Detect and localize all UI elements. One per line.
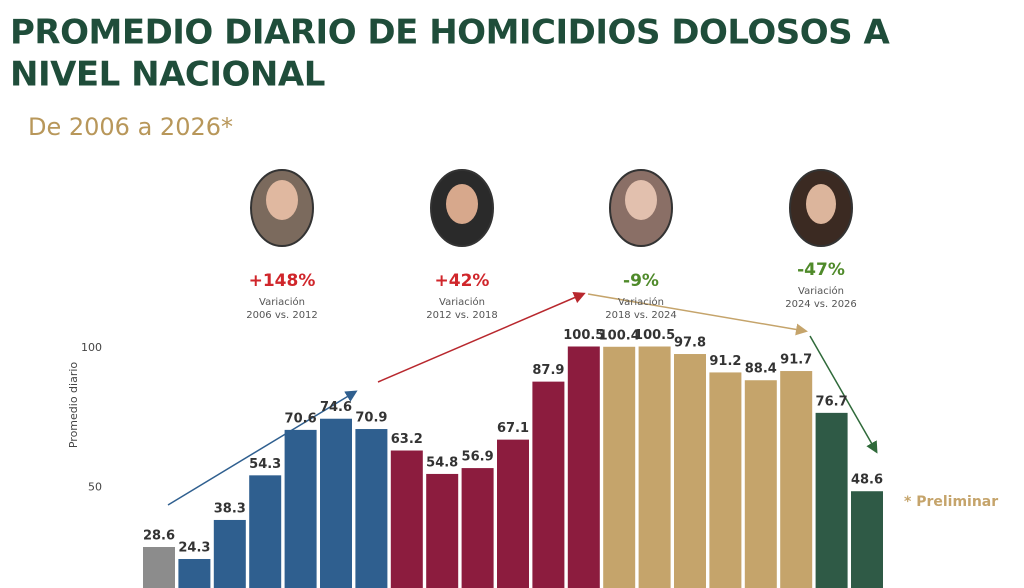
- bar: [461, 468, 494, 588]
- bar: [213, 519, 246, 588]
- value-label: 100.5: [563, 328, 604, 343]
- value-label: 91.7: [780, 353, 812, 368]
- bar: [567, 346, 600, 588]
- note: * Preliminar: [904, 494, 998, 510]
- portrait-face: [625, 180, 657, 220]
- chart-title: PROMEDIO DIARIO DE HOMICIDIOS DOLOSOS A: [10, 13, 890, 53]
- value-label: 87.9: [532, 363, 564, 378]
- value-label: 70.9: [355, 411, 387, 426]
- chart-subtitle: De 2006 a 2026*: [28, 113, 233, 141]
- bar: [674, 354, 706, 588]
- bar: [780, 371, 813, 588]
- arrow: [377, 292, 586, 383]
- arrow: [167, 390, 358, 506]
- variation-value: -9%: [623, 271, 659, 291]
- arrow: [587, 293, 808, 336]
- variation-period: 2012 vs. 2018: [426, 310, 498, 321]
- value-label: 70.6: [285, 411, 317, 426]
- bar: [851, 491, 883, 588]
- portraits: [250, 169, 853, 247]
- variation-period: 2018 vs. 2024: [605, 310, 677, 321]
- bar: [284, 429, 317, 588]
- value-label: 74.6: [320, 400, 352, 415]
- bar: [143, 547, 175, 588]
- bar: [815, 412, 848, 588]
- value-label: 91.2: [709, 354, 741, 369]
- arrow: [809, 335, 878, 454]
- value-label: 24.3: [178, 540, 210, 555]
- trend-arrows: [167, 292, 878, 506]
- variation-label: Variación: [798, 285, 844, 297]
- variation-label: Variación: [618, 296, 664, 308]
- variation-period: 2006 vs. 2012: [246, 310, 318, 321]
- bar: [426, 473, 459, 588]
- y-tick-label: 100: [81, 341, 102, 354]
- bar: [744, 380, 777, 588]
- portrait-face: [446, 184, 478, 224]
- variation-label: Variación: [259, 296, 305, 308]
- value-label: 63.2: [391, 432, 423, 447]
- value-label: 56.9: [462, 450, 494, 465]
- variation-value: +42%: [435, 271, 490, 291]
- bar: [709, 372, 742, 588]
- variation-period: 2024 vs. 2026: [785, 299, 857, 310]
- y-tick-label: 50: [88, 480, 102, 493]
- bar: [532, 381, 565, 588]
- variation-label: Variación: [439, 296, 485, 308]
- value-label: 48.6: [851, 473, 883, 488]
- portrait-face: [806, 184, 836, 224]
- bar: [320, 418, 352, 588]
- bar: [638, 346, 671, 588]
- bar: [355, 429, 388, 588]
- portrait-face: [266, 180, 298, 220]
- value-label: 97.8: [674, 336, 706, 351]
- chart-title: NIVEL NACIONAL: [10, 55, 325, 95]
- y-axis-label: Promedio diario: [67, 362, 80, 449]
- value-label: 88.4: [745, 362, 777, 377]
- variation-value: -47%: [797, 260, 845, 280]
- bar: [497, 439, 529, 588]
- value-label: 28.6: [143, 529, 175, 544]
- value-label: 100.5: [634, 328, 675, 343]
- value-label: 76.7: [816, 394, 848, 409]
- value-label: 38.3: [214, 501, 246, 516]
- bar: [390, 450, 423, 588]
- bar: [178, 558, 211, 588]
- value-label: 67.1: [497, 421, 529, 436]
- variation-value: +148%: [249, 271, 316, 291]
- bar: [603, 346, 636, 588]
- value-label: 54.8: [426, 455, 458, 470]
- value-label: 54.3: [249, 457, 281, 472]
- bar: [249, 475, 282, 588]
- value-label: 100.4: [599, 328, 640, 343]
